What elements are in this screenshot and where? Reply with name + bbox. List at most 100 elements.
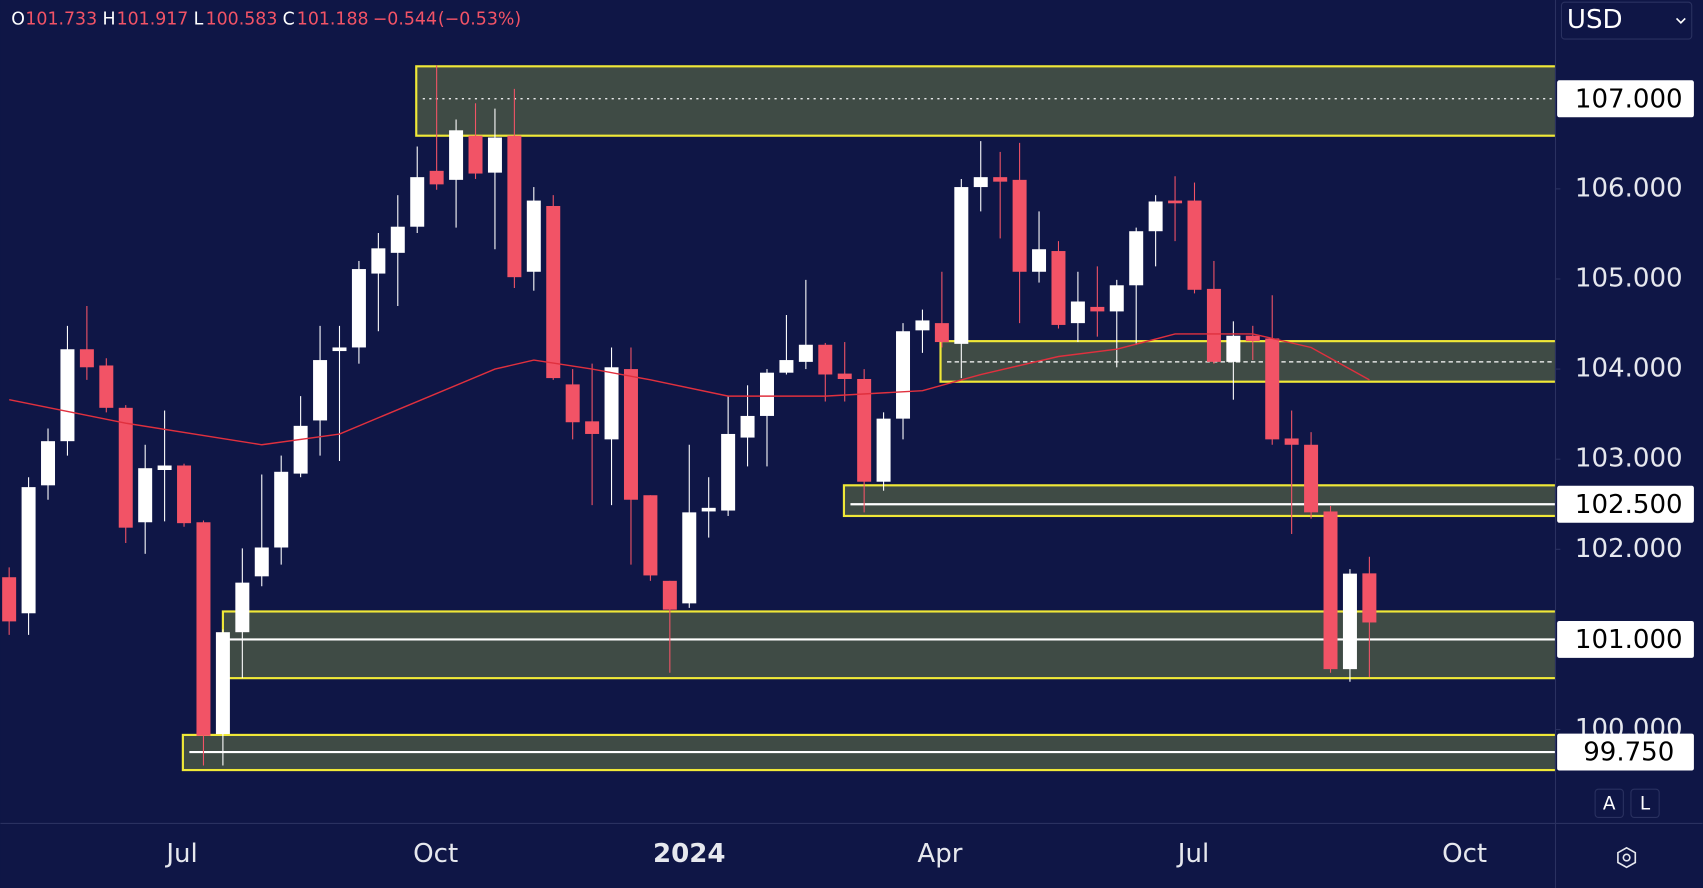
settings-dot[interactable] <box>1622 853 1631 862</box>
candle-body <box>468 135 483 174</box>
low-value: 100.583 <box>206 10 278 30</box>
level-label-box <box>1557 485 1694 523</box>
high-value: 101.917 <box>117 10 189 30</box>
candle-body <box>293 425 308 474</box>
candle-body <box>818 344 833 375</box>
candle-body <box>507 135 522 278</box>
candle-body <box>1245 335 1260 342</box>
level-label-box <box>1557 620 1694 658</box>
moving-average <box>9 333 1370 446</box>
level-label-box <box>1557 733 1694 771</box>
candle-body <box>896 331 911 419</box>
candle-body <box>41 441 56 486</box>
candle-body <box>21 487 36 614</box>
currency-dropdown[interactable]: USD <box>1560 1 1693 40</box>
auto-label[interactable]: A <box>1603 793 1616 814</box>
candle-body <box>313 360 328 421</box>
settings-hex[interactable] <box>1617 846 1637 869</box>
candle-body <box>915 320 930 331</box>
open-value: 101.733 <box>25 10 97 30</box>
candle-body <box>2 577 17 622</box>
candle-body <box>1323 511 1338 670</box>
candle-body <box>371 248 386 274</box>
candle-body <box>682 512 697 604</box>
y-tick-label: 105.000 <box>1575 263 1683 293</box>
candle-body <box>79 349 94 368</box>
x-tick-label: Oct <box>1442 839 1487 869</box>
candle-body <box>1051 251 1066 325</box>
candle-body <box>643 495 658 576</box>
candle-body <box>1226 335 1241 362</box>
candle-body <box>1148 201 1163 232</box>
candle-body <box>1090 306 1105 312</box>
candle-body <box>138 468 153 523</box>
candle-body <box>701 507 716 512</box>
settings-icon[interactable] <box>1617 846 1637 869</box>
x-tick-label: Jul <box>1176 839 1209 869</box>
y-tick-label: 106.000 <box>1575 173 1683 203</box>
candle-body <box>759 372 774 416</box>
candle-body <box>1206 288 1221 362</box>
candle-body <box>274 471 289 548</box>
scale-buttons: A L <box>1594 788 1660 818</box>
candle-body <box>410 177 425 227</box>
candle-body <box>954 187 969 344</box>
candle-body <box>623 369 638 500</box>
candle-body <box>429 170 444 185</box>
open-label: O <box>11 10 25 30</box>
y-tick-label: 102.000 <box>1575 534 1683 564</box>
candle-body <box>1032 249 1047 272</box>
change-percent: (−0.53%) <box>438 10 521 30</box>
candle-body <box>1012 179 1027 272</box>
x-tick-label: Jul <box>164 839 197 869</box>
candle-body <box>1362 573 1377 623</box>
candle-body <box>585 421 600 434</box>
candle-body <box>526 200 541 272</box>
level-label-box <box>1557 80 1694 118</box>
x-tick-label: Apr <box>917 839 962 869</box>
candle-body <box>118 407 133 528</box>
level-label: 107.000 <box>1575 84 1683 114</box>
low-label: L <box>194 10 204 30</box>
auto-button[interactable] <box>1594 788 1624 818</box>
candle-body <box>157 465 172 471</box>
candle-body <box>876 418 891 482</box>
candle-body <box>1304 444 1319 513</box>
candle-body <box>565 384 580 423</box>
high-label: H <box>102 10 115 30</box>
candle-body <box>487 137 502 173</box>
y-tick-label: 103.000 <box>1575 444 1683 474</box>
candle-body <box>857 378 872 482</box>
log-label[interactable]: L <box>1640 793 1651 814</box>
candle-body <box>1168 200 1183 204</box>
candle-body <box>1109 285 1124 312</box>
level-label: 99.750 <box>1583 738 1674 768</box>
candle-body <box>390 226 405 253</box>
close-value: 101.188 <box>297 10 369 30</box>
candle-body <box>332 347 347 352</box>
candle-body <box>740 415 755 438</box>
candle-body <box>662 580 677 610</box>
zone <box>842 484 1555 518</box>
candle-body <box>254 547 269 577</box>
log-button[interactable] <box>1630 788 1660 818</box>
y-tick-label: 104.000 <box>1575 354 1683 384</box>
candle-body <box>1187 200 1202 290</box>
candle-body <box>449 130 464 180</box>
candle-body <box>215 632 230 735</box>
candle-body <box>798 344 813 362</box>
axes: 106.000105.000104.000103.000102.000100.0… <box>164 80 1694 869</box>
candle-body <box>1265 338 1280 440</box>
plot-area <box>2 65 1555 772</box>
candle-body <box>779 360 794 373</box>
close-label: C <box>283 10 295 30</box>
dropdown-box[interactable] <box>1560 1 1693 40</box>
level-label: 101.000 <box>1575 625 1683 655</box>
currency-label[interactable]: USD <box>1567 5 1623 35</box>
x-tick-label: 2024 <box>653 839 726 869</box>
candle-body <box>60 349 75 442</box>
change: −0.544 <box>373 10 437 30</box>
candle-body <box>99 365 114 408</box>
